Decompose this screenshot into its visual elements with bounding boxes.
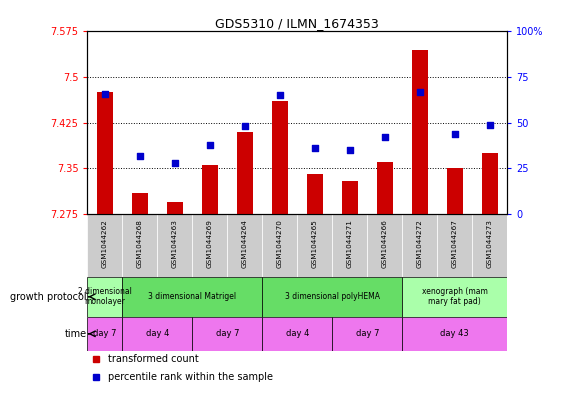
Text: GSM1044269: GSM1044269 [207,219,213,268]
Point [240,123,250,130]
Bar [402,317,507,351]
Bar [472,214,507,277]
Bar [402,277,507,317]
Text: growth protocol: growth protocol [10,292,87,302]
Text: day 4: day 4 [286,329,309,338]
Text: 3 dimensional polyHEMA: 3 dimensional polyHEMA [285,292,380,301]
Text: day 4: day 4 [146,329,169,338]
Bar [437,214,472,277]
Text: xenograph (mam
mary fat pad): xenograph (mam mary fat pad) [422,287,487,307]
Bar [307,174,323,214]
Bar [122,277,262,317]
Text: GSM1044266: GSM1044266 [382,219,388,268]
Bar [157,214,192,277]
Bar [87,214,122,277]
Point [135,152,145,159]
Bar [262,317,332,351]
Point [485,121,494,128]
Text: GSM1044263: GSM1044263 [172,219,178,268]
Text: time: time [65,329,87,339]
Point [310,145,319,151]
Bar [447,168,462,214]
Bar [122,214,157,277]
Bar [192,214,227,277]
Bar [237,132,252,214]
Text: GSM1044273: GSM1044273 [487,219,493,268]
Bar [87,277,122,317]
Bar [227,214,262,277]
Bar [202,165,218,214]
Bar [342,180,357,214]
Point [345,147,354,153]
Bar [377,162,392,214]
Text: GSM1044265: GSM1044265 [312,219,318,268]
Text: day 7: day 7 [93,329,117,338]
Text: day 7: day 7 [356,329,379,338]
Bar [402,214,437,277]
Point [380,134,389,140]
Text: 2 dimensional
monolayer: 2 dimensional monolayer [78,287,132,307]
Text: transformed count: transformed count [108,354,199,364]
Bar [192,317,262,351]
Point [275,92,285,99]
Point [415,88,424,95]
Bar [262,277,402,317]
Title: GDS5310 / ILMN_1674353: GDS5310 / ILMN_1674353 [216,17,379,30]
Text: GSM1044271: GSM1044271 [347,219,353,268]
Bar [482,153,497,214]
Bar [297,214,332,277]
Bar [367,214,402,277]
Point [170,160,180,166]
Point [205,141,215,148]
Text: GSM1044262: GSM1044262 [102,219,108,268]
Text: day 7: day 7 [216,329,239,338]
Bar [97,92,113,214]
Bar [262,214,297,277]
Point [450,130,459,137]
Text: GSM1044272: GSM1044272 [417,219,423,268]
Text: percentile rank within the sample: percentile rank within the sample [108,372,273,382]
Bar [167,202,183,214]
Text: day 43: day 43 [440,329,469,338]
Bar [132,193,148,214]
Bar [272,101,287,214]
Text: GSM1044268: GSM1044268 [137,219,143,268]
Bar [87,317,122,351]
Text: GSM1044264: GSM1044264 [242,219,248,268]
Text: GSM1044270: GSM1044270 [277,219,283,268]
Text: 3 dimensional Matrigel: 3 dimensional Matrigel [148,292,237,301]
Bar [122,317,192,351]
Bar [332,317,402,351]
Bar [332,214,367,277]
Bar [412,50,427,214]
Point [100,90,110,97]
Text: GSM1044267: GSM1044267 [452,219,458,268]
